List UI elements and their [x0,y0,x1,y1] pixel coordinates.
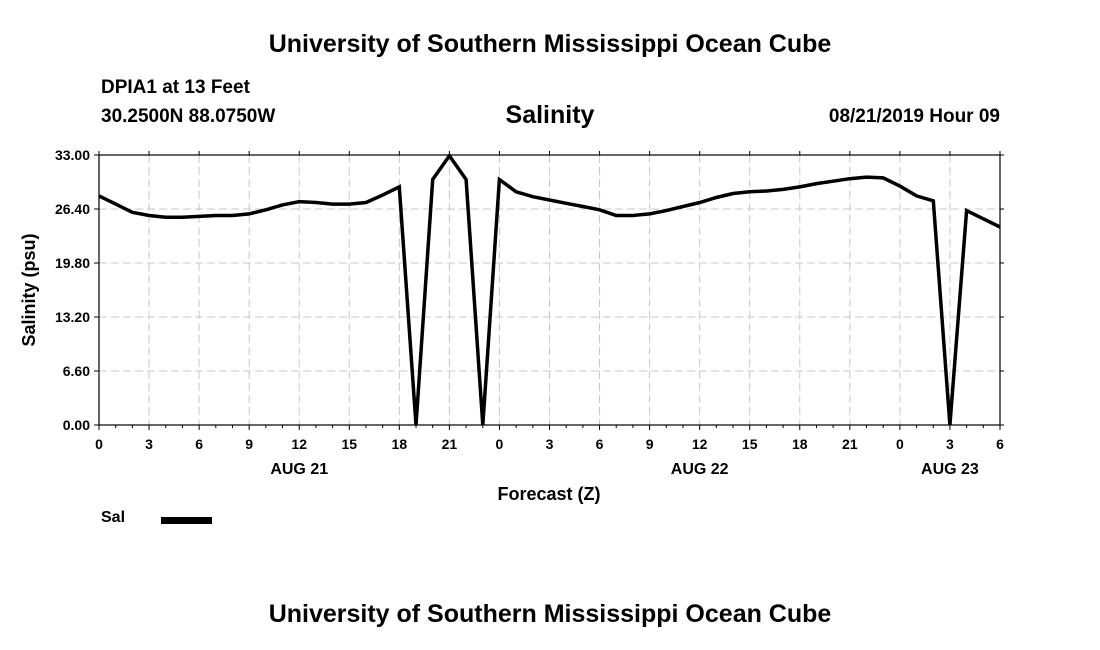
axes: 0 3 6 9 12 15 18 21 0 3 6 9 12 15 18 21 0 3 6 0.00 6.60 13.20… [55,147,1004,478]
y-tick-label: 0.00 [63,417,90,433]
x-tick-label: 15 [341,436,357,452]
x-tick-label: 9 [245,436,253,452]
x-tick-label: 15 [742,436,758,452]
x-tick-label: 18 [392,436,408,452]
y-tick-label: 13.20 [55,309,90,325]
x-tick-label: 6 [195,436,203,452]
y-axis-label: Salinity (psu) [19,233,39,346]
date-label: AUG 21 [270,461,328,478]
date-label: AUG 22 [671,461,729,478]
x-tick-label: 9 [646,436,654,452]
station-label: DPIA1 at 13 Feet [101,77,250,98]
legend-swatch-sal [161,517,212,524]
run-time-label: 08/21/2019 Hour 09 [828,106,1000,127]
plot-frame [98,154,1001,426]
page-title-bottom: University of Southern Mississippi Ocean… [268,600,832,628]
x-tick-label: 6 [996,436,1004,452]
series-layer [98,152,1001,426]
x-tick-label: 3 [946,436,954,452]
station-coordinates: 30.2500N 88.0750W [101,106,276,127]
y-tick-label: 6.60 [63,363,90,379]
x-tick-label: 18 [792,436,808,452]
chart-title: Salinity [505,101,595,129]
y-tick-label: 19.80 [55,255,90,271]
date-label: AUG 23 [921,461,979,478]
x-tick-label: 21 [442,436,458,452]
y-tick-label: 26.40 [55,201,90,217]
y-tick-label: 33.00 [55,147,90,163]
x-tick-label: 3 [546,436,554,452]
x-tick-label: 12 [291,436,307,452]
series-line-sal [98,152,1001,426]
x-tick-label: 0 [896,436,904,452]
x-tick-label: 6 [596,436,604,452]
legend-label-sal: Sal [101,509,126,526]
x-axis-label: Forecast (Z) [497,484,600,504]
x-tick-label: 0 [95,436,103,452]
page-title-top: University of Southern Mississippi Ocean… [268,30,832,58]
grid [99,155,1000,425]
x-tick-label: 0 [496,436,504,452]
x-tick-label: 3 [145,436,153,452]
x-tick-label: 21 [842,436,858,452]
x-tick-label: 12 [692,436,708,452]
